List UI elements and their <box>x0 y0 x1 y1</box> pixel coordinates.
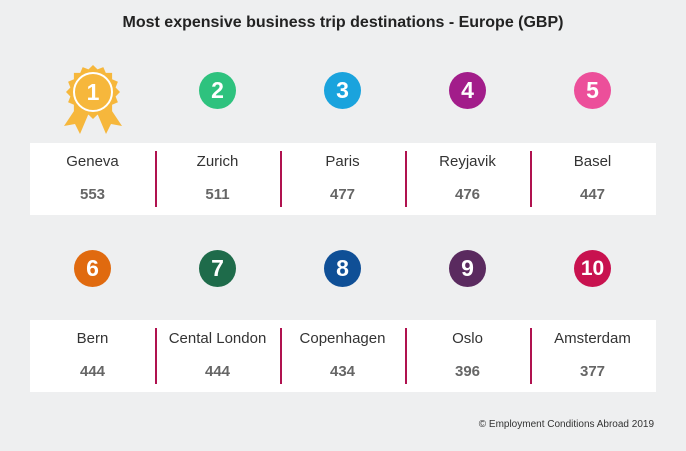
city-name: Cental London <box>168 330 267 347</box>
rank-number: 3 <box>336 77 349 103</box>
destination-cell: Zurich 511 <box>155 143 280 215</box>
destination-cell: Basel 447 <box>530 143 655 215</box>
city-name: Reyjavik <box>439 153 496 170</box>
column-divider <box>530 328 532 384</box>
rank-number: 2 <box>211 77 224 103</box>
cost-value: 377 <box>579 363 606 380</box>
city-name: Paris <box>325 153 360 170</box>
destination-cell: Copenhagen 434 <box>280 320 405 392</box>
destination-cell: Bern 444 <box>30 320 155 392</box>
rank-badge-5: 5 <box>574 72 611 109</box>
cost-value: 476 <box>454 186 481 203</box>
chart-title: Most expensive business trip destination… <box>122 14 564 31</box>
destination-cell: Cental London 444 <box>155 320 280 392</box>
cost-value: 511 <box>205 186 230 203</box>
destination-cell: Amsterdam 377 <box>530 320 655 392</box>
gold-medal-icon: 1 <box>63 65 122 134</box>
column-divider <box>155 328 157 384</box>
city-name: Oslo <box>452 330 483 347</box>
copyright-footer: © Employment Conditions Abroad 2019 <box>478 419 654 430</box>
ranking-card-row-1: Geneva 553 Zurich 511 Paris 477 Reyjavik 476 Bas… <box>30 143 656 215</box>
destination-cell: Reyjavik 476 <box>405 143 530 215</box>
rank-number: 10 <box>580 256 605 280</box>
destination-cell: Paris 477 <box>280 143 405 215</box>
cost-value: 396 <box>454 363 481 380</box>
rank-number: 1 <box>86 79 99 105</box>
column-divider <box>530 151 532 207</box>
rank-badge-7: 7 <box>199 250 236 287</box>
rank-badge-4: 4 <box>449 72 486 109</box>
rank-badge-9: 9 <box>449 250 486 287</box>
city-name: Basel <box>573 153 612 170</box>
rank-number: 8 <box>336 255 349 281</box>
ranking-card-row-2: Bern 444 Cental London 444 Copenhagen 434 Oslo… <box>30 320 656 392</box>
rank-badge-8: 8 <box>324 250 361 287</box>
rank-badge-6: 6 <box>74 250 111 287</box>
destination-cell: Oslo 396 <box>405 320 530 392</box>
destination-cell: Geneva 553 <box>30 143 155 215</box>
cost-value: 444 <box>204 363 231 380</box>
column-divider <box>280 151 282 207</box>
column-divider <box>405 328 407 384</box>
rank-number: 6 <box>86 255 99 281</box>
column-divider <box>405 151 407 207</box>
cost-value: 477 <box>329 186 356 203</box>
cost-value: 434 <box>329 363 356 380</box>
column-divider <box>155 151 157 207</box>
cost-value: 447 <box>579 186 606 203</box>
cost-value: 553 <box>79 186 106 203</box>
city-name: Bern <box>76 330 109 347</box>
rank-number: 9 <box>461 255 474 281</box>
rank-badge-3: 3 <box>324 72 361 109</box>
rank-number: 5 <box>586 77 599 103</box>
rank-number: 4 <box>461 77 474 103</box>
rank-number: 7 <box>211 255 224 281</box>
column-divider <box>280 328 282 384</box>
rank-badge-2: 2 <box>199 72 236 109</box>
city-name: Amsterdam <box>554 330 631 347</box>
cost-value: 444 <box>79 363 106 380</box>
city-name: Zurich <box>196 153 239 170</box>
city-name: Copenhagen <box>299 330 386 347</box>
city-name: Geneva <box>66 153 119 170</box>
rank-badge-10: 10 <box>574 250 611 287</box>
